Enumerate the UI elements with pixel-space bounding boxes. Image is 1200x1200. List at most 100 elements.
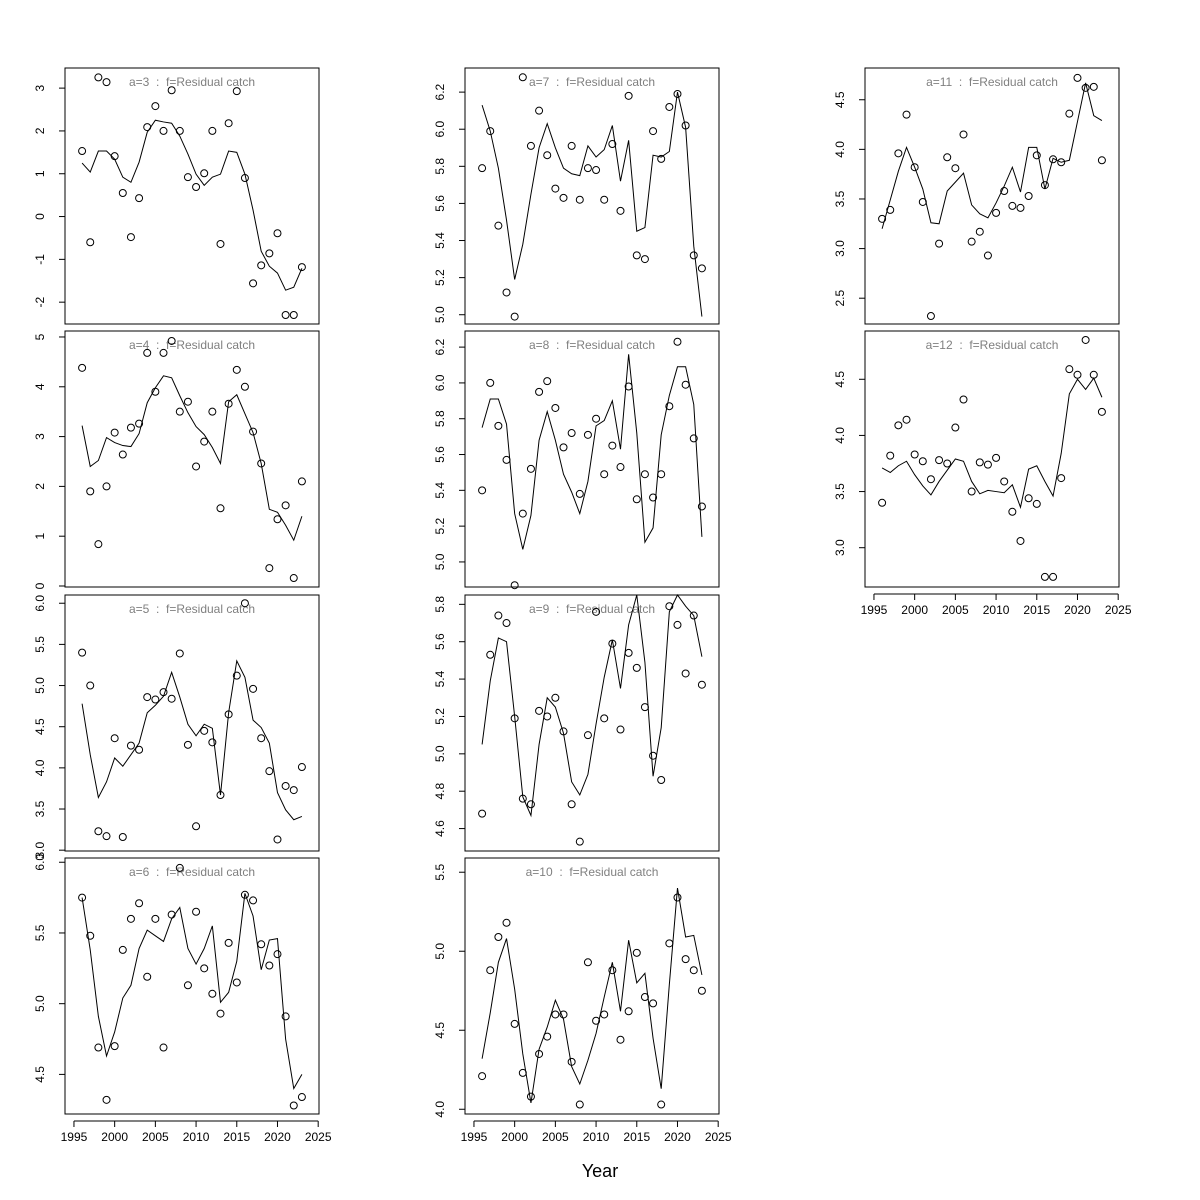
data-point [1057,158,1066,167]
data-point [640,470,649,479]
data-point [992,208,1001,217]
data-point [135,194,144,203]
data-point [135,899,144,908]
data-point [559,193,568,202]
panel-title: a=3 : f=Residual catch [129,75,255,89]
y-tick-label: 4.5 [33,718,47,735]
data-point [935,239,944,248]
data-point [575,195,584,204]
data-point [94,1043,103,1052]
data-point [649,999,658,1008]
y-tick-label: 5.2 [433,517,447,534]
data-point [281,501,290,510]
data-point [159,126,168,135]
data-point [1024,494,1033,503]
y-tick-label: 5.8 [433,596,447,613]
data-point [86,487,95,496]
y-tick-label: 5.0 [33,677,47,694]
data-point [608,441,617,450]
data-point [232,671,241,680]
data-point [502,288,511,297]
x-tick-label: 1995 [861,603,888,617]
data-point [1049,572,1058,581]
data-point [1008,201,1017,210]
data-point [1040,572,1049,581]
data-point [240,382,249,391]
x-tick-label: 2010 [583,1130,610,1144]
data-point [102,1095,111,1104]
data-point [200,169,209,178]
data-point [959,395,968,404]
data-point [102,832,111,841]
data-point [551,403,560,412]
data-point [983,251,992,260]
data-point [640,993,649,1002]
data-point [265,249,274,258]
data-point [224,938,233,947]
data-point [273,229,282,238]
data-point [249,684,258,693]
data-point [600,470,609,479]
data-point [273,835,282,844]
data-point [600,195,609,204]
data-point [616,206,625,215]
data-point [78,147,87,156]
data-point [1000,187,1009,196]
y-tick-label: 4.0 [33,759,47,776]
data-point [1065,109,1074,118]
data-point [183,397,192,406]
data-point [494,611,503,620]
y-tick-label: 5.6 [433,446,447,463]
data-point [632,495,641,504]
y-tick-label: 4.5 [433,1022,447,1039]
panel-title: a=10 : f=Residual catch [526,865,659,879]
plot-frame [64,67,320,325]
y-tick-label: 3.5 [833,483,847,500]
data-point [951,164,960,173]
data-point [224,119,233,128]
y-tick-label: 4.0 [833,141,847,158]
fit-line [81,119,303,291]
x-tick-label: 2025 [705,1130,732,1144]
data-point [535,387,544,396]
data-point [86,681,95,690]
data-point [632,251,641,260]
data-point [192,822,201,831]
y-tick-label: 6.2 [433,83,447,100]
data-point [697,986,706,995]
data-point [175,407,184,416]
data-point [543,151,552,160]
y-tick-label: 5.0 [433,943,447,960]
y-tick-label: 4 [33,383,47,390]
data-point [126,233,135,242]
data-point [200,726,209,735]
fit-line [481,92,703,317]
data-point [175,126,184,135]
data-point [1008,507,1017,516]
data-point [257,940,266,949]
data-point [126,741,135,750]
data-point [86,931,95,940]
data-point [697,264,706,273]
data-point [697,502,706,511]
data-point [543,377,552,386]
data-point [967,237,976,246]
data-point [592,607,601,616]
data-point [518,73,527,82]
data-point [208,407,217,416]
data-point [886,205,895,214]
y-tick-label: 4.6 [433,820,447,837]
y-tick-label: 5.4 [433,670,447,687]
data-point [494,933,503,942]
data-point [592,1016,601,1025]
x-tick-label: 2005 [942,603,969,617]
data-point [265,564,274,573]
data-point [502,619,511,628]
plot-frame [464,857,720,1115]
y-tick-label: 5.5 [433,864,447,881]
data-point [143,693,152,702]
plot-frame [864,330,1120,588]
data-point [151,695,160,704]
data-point [216,239,225,248]
